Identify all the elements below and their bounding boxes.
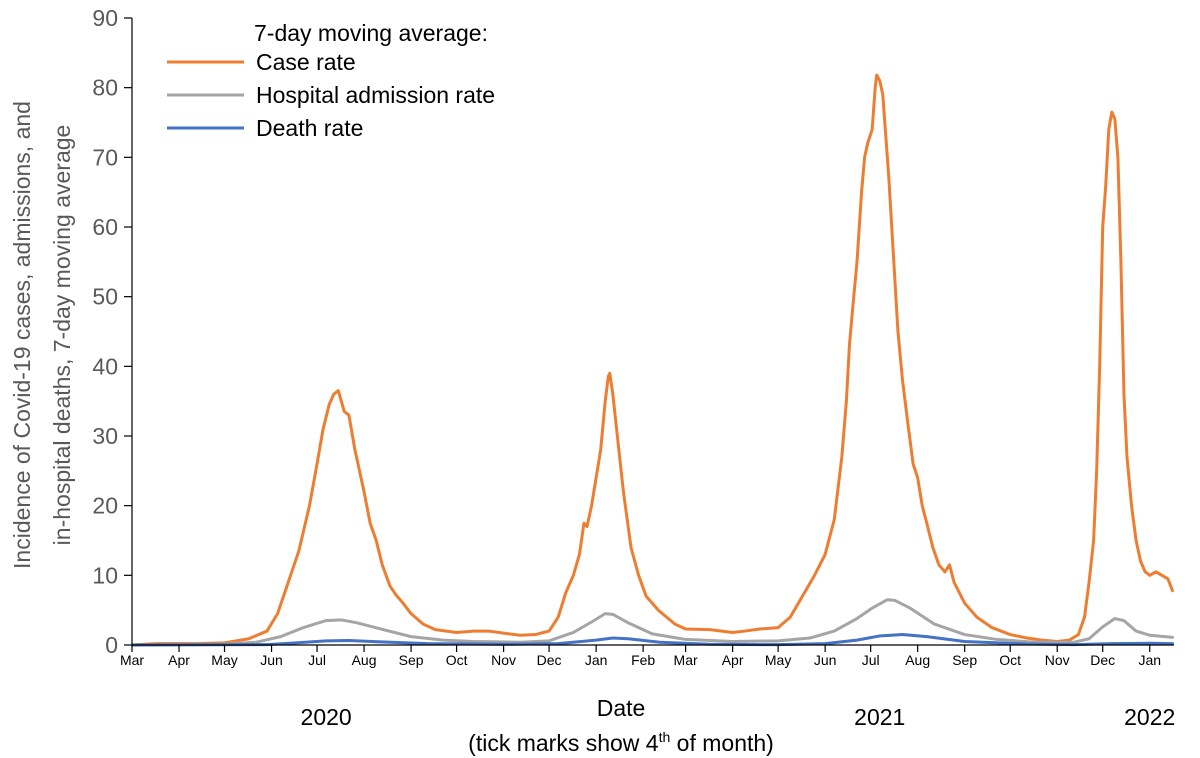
x-month-label: Aug (905, 652, 930, 668)
x-axis-month-labels: Mar Apr May Jun Jul Aug Sep Oct Nov Dec Jan Feb Mar A… (120, 652, 1161, 668)
x-axis-ticks (131, 645, 1151, 652)
x-month-label: Feb (631, 652, 655, 668)
x-year-label: 2022 (1124, 704, 1175, 730)
x-month-label: Apr (722, 652, 744, 668)
y-tick-label: 30 (92, 423, 118, 449)
x-month-label: Jan (585, 652, 608, 668)
y-axis-title: Incidence of Covid-19 cases, admissions,… (9, 101, 75, 569)
y-tick-label: 60 (92, 214, 118, 240)
x-axis-note-text-end: of month) (670, 730, 774, 756)
x-axis-year-labels: 2020 2021 2022 (301, 704, 1176, 730)
legend-entries: Case rate Hospital admission rate Death ra… (167, 49, 495, 141)
x-year-label: 2021 (854, 704, 905, 730)
legend-label: Death rate (256, 115, 363, 141)
x-axis-title: Date (597, 695, 646, 721)
x-month-label: Jun (814, 652, 837, 668)
x-month-label: May (211, 652, 237, 668)
y-tick-label: 90 (92, 5, 118, 31)
y-tick-label: 10 (92, 562, 118, 588)
legend-label: Case rate (256, 49, 356, 75)
x-month-label: Dec (537, 652, 562, 668)
series-line-hospital-admission-rate (130, 598, 1174, 647)
y-tick-label: 50 (92, 284, 118, 310)
x-axis-note-superscript: th (659, 729, 671, 745)
series-lines (130, 73, 1174, 647)
legend-label: Hospital admission rate (256, 82, 495, 108)
series-line-death-rate (130, 633, 1174, 647)
y-tick-label: 70 (92, 144, 118, 170)
x-month-label: Oct (446, 652, 468, 668)
x-month-label: Nov (491, 652, 516, 668)
y-tick-label: 80 (92, 75, 118, 101)
y-tick-label: 40 (92, 353, 118, 379)
x-month-label: Jan (1138, 652, 1161, 668)
x-month-label: Jun (260, 652, 283, 668)
x-month-label: Mar (674, 652, 698, 668)
x-month-label: Apr (168, 652, 190, 668)
y-axis-title-line1: Incidence of Covid-19 cases, admissions,… (9, 101, 35, 569)
legend: 7-day moving average: Case rate Hospital … (167, 20, 495, 141)
x-month-label: Jul (308, 652, 326, 668)
x-axis-note: (tick marks show 4th of month) (468, 729, 774, 756)
x-month-label: May (765, 652, 791, 668)
x-month-label: Mar (120, 652, 144, 668)
x-month-label: Sep (952, 652, 977, 668)
x-month-label: Jul (862, 652, 880, 668)
x-month-label: Sep (399, 652, 424, 668)
x-axis-note-text: (tick marks show 4 (468, 730, 659, 756)
series-line-case-rate (130, 73, 1174, 647)
y-axis-title-line2: in-hospital deaths, 7-day moving average (49, 125, 75, 546)
x-month-label: Dec (1090, 652, 1115, 668)
y-tick-label: 0 (105, 632, 118, 658)
x-year-label: 2020 (301, 704, 352, 730)
x-month-label: Nov (1045, 652, 1070, 668)
x-month-label: Aug (352, 652, 377, 668)
legend-title: 7-day moving average: (254, 20, 488, 46)
y-tick-label: 20 (92, 493, 118, 519)
y-axis-tick-labels: 0 10 20 30 40 50 60 70 80 90 (92, 5, 132, 658)
x-month-label: Oct (999, 652, 1021, 668)
